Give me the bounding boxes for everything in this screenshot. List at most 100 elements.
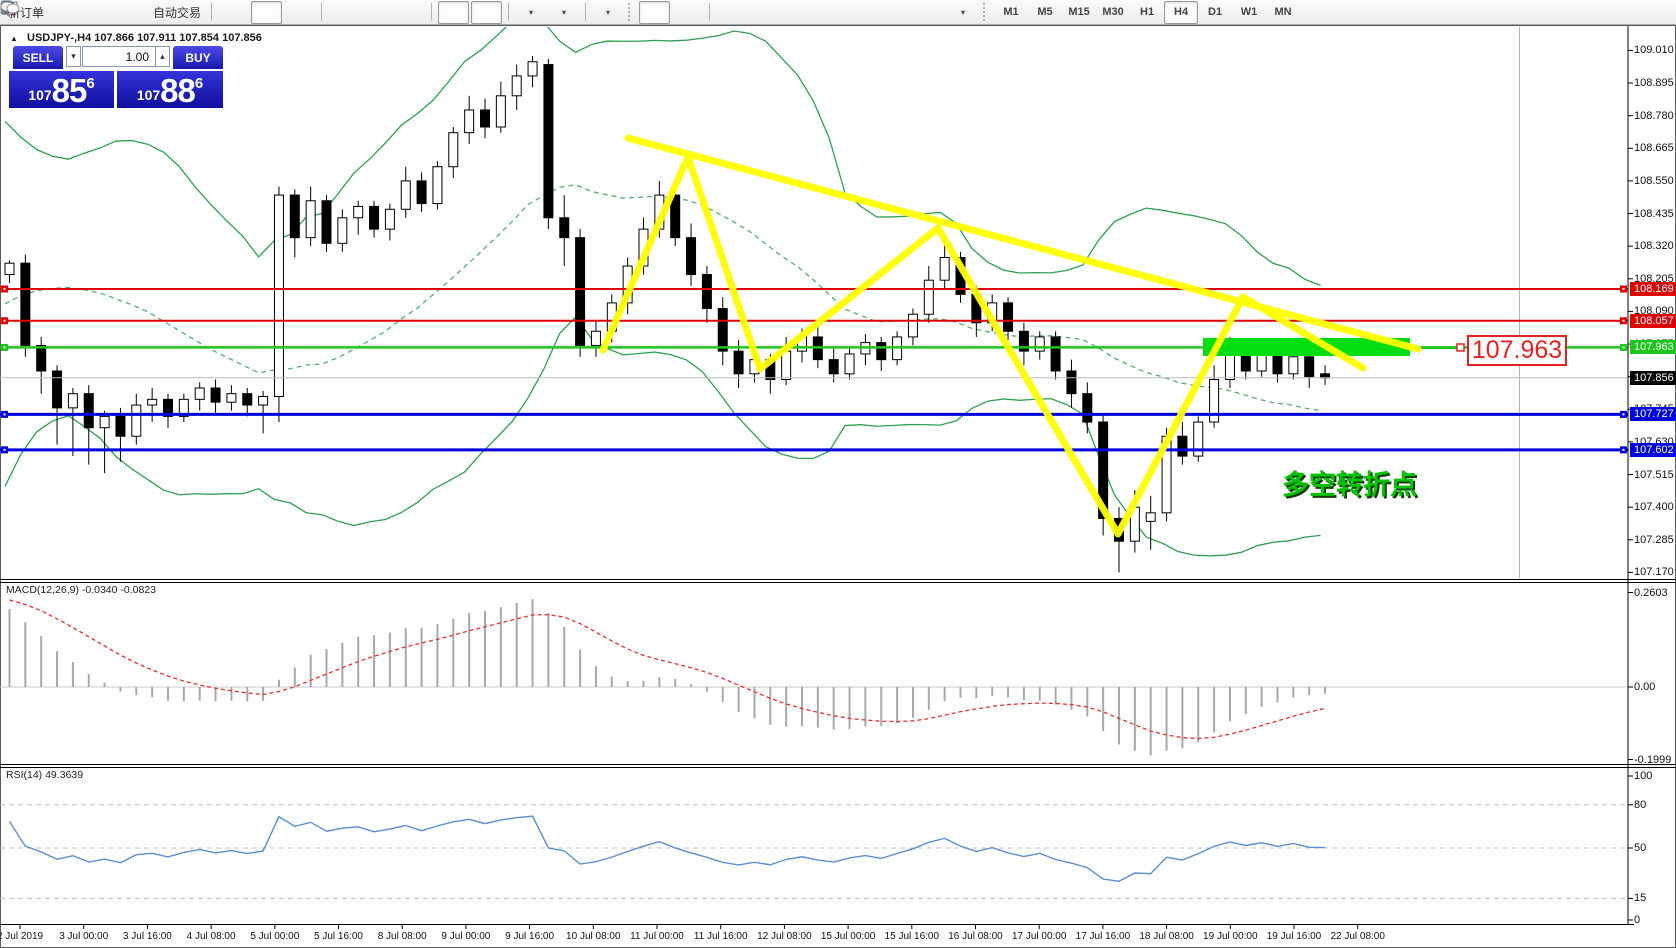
chart-title: USDJPY-,H4 107.866 107.911 107.854 107.8… xyxy=(27,32,262,44)
timeframe-H1[interactable]: H1 xyxy=(1140,6,1155,18)
candle-bear xyxy=(717,308,728,352)
candle-bull xyxy=(131,404,142,437)
callout-anchor-handle xyxy=(1456,343,1465,352)
candle-bull xyxy=(147,398,158,406)
price-tick: 109.010 xyxy=(1634,44,1674,57)
volume-decrease-button[interactable]: ▾ xyxy=(66,46,81,67)
price-marker-107.602: 107.602 xyxy=(1630,442,1676,457)
candle-bear xyxy=(1066,370,1077,395)
chat-button[interactable] xyxy=(0,1,1672,24)
line-handle-dot xyxy=(1622,448,1625,451)
time-label: 3 Jul 00:00 xyxy=(59,931,109,942)
candle-bull xyxy=(432,166,443,205)
dropdown-arrow-icon[interactable]: ▾ xyxy=(562,7,567,17)
candle-bear xyxy=(163,398,173,417)
line-handle-dot xyxy=(3,319,6,322)
timeframe-MN[interactable]: MN xyxy=(1274,6,1292,18)
candle-bull xyxy=(337,217,348,244)
timeframe-M5[interactable]: M5 xyxy=(1037,6,1053,18)
price-tick: 108.895 xyxy=(1634,77,1674,90)
time-label: 8 Jul 08:00 xyxy=(377,931,427,942)
candle-bear xyxy=(1098,421,1109,520)
macd-scale-label: -0.1999 xyxy=(1634,753,1672,766)
toolbar-separator xyxy=(585,3,587,21)
candle-bear xyxy=(1272,353,1283,375)
main-toolbar: 新订单 自动交易 ▾ ▾ xyxy=(0,0,1676,25)
timeframe-M1[interactable]: M1 xyxy=(1003,6,1019,18)
line-handle-dot xyxy=(3,346,6,349)
candle-bull xyxy=(1209,378,1220,423)
price-tick: 108.665 xyxy=(1634,142,1674,155)
candle-bear xyxy=(1003,302,1014,332)
candle-bull xyxy=(590,330,601,346)
toolbar-separator xyxy=(211,3,213,21)
time-label: 12 Jul 08:00 xyxy=(757,931,812,942)
time-label: 19 Jul 00:00 xyxy=(1203,931,1258,942)
candle-bull xyxy=(448,132,459,168)
yellow-trendline-1[interactable] xyxy=(624,134,1422,353)
candle-bear xyxy=(416,180,427,205)
candle-bear xyxy=(321,200,332,244)
line-handle-dot xyxy=(1622,287,1625,290)
candle-bull xyxy=(939,257,950,281)
candle-bull xyxy=(194,387,205,400)
price-marker-107.727: 107.727 xyxy=(1630,407,1676,422)
timeframe-M15[interactable]: M15 xyxy=(1068,6,1090,18)
line-handle-dot xyxy=(1622,413,1625,416)
candle-bull xyxy=(1256,353,1267,372)
chart-window: ▲ USDJPY-,H4 107.866 107.911 107.854 107… xyxy=(0,25,1676,948)
dropdown-arrow-icon[interactable]: ▾ xyxy=(606,7,611,17)
time-label: 4 Jul 08:00 xyxy=(186,931,236,942)
time-label: 19 Jul 16:00 xyxy=(1266,931,1322,942)
candle-bear xyxy=(559,217,570,239)
candle-bear xyxy=(20,262,31,346)
buy-price-display[interactable]: 107 88 6 xyxy=(117,71,223,108)
line-handle-dot xyxy=(1622,319,1625,322)
volume-input[interactable]: 1.00 xyxy=(82,46,156,67)
price-tick: 107.515 xyxy=(1634,468,1674,481)
price-tick: 108.205 xyxy=(1634,272,1674,285)
timeframe-D1[interactable]: D1 xyxy=(1208,6,1223,18)
candle-bear xyxy=(575,237,586,346)
price-tick: 108.550 xyxy=(1634,174,1674,187)
price-marker-107.963: 107.963 xyxy=(1630,340,1676,355)
volume-increase-button[interactable]: ▴ xyxy=(155,46,170,67)
candle-bear xyxy=(52,370,63,409)
candle-bear xyxy=(543,64,554,219)
candle-bear xyxy=(1050,336,1061,372)
timeframe-W1[interactable]: W1 xyxy=(1240,6,1258,18)
dropdown-arrow-icon[interactable]: ▾ xyxy=(529,7,534,17)
yellow-trendline-2[interactable] xyxy=(599,153,1367,538)
toolbar-separator xyxy=(321,3,323,21)
price-callout-box[interactable]: 107.963 xyxy=(1467,335,1567,366)
timeframe-M30[interactable]: M30 xyxy=(1102,6,1124,18)
line-handle-dot xyxy=(3,413,6,416)
collapse-trade-panel-icon[interactable]: ▲ xyxy=(10,34,18,43)
candle-bear xyxy=(115,415,126,437)
rsi-scale-label: 80 xyxy=(1634,798,1647,811)
rsi-scale-label: 100 xyxy=(1634,770,1653,782)
rsi-scale-label: 15 xyxy=(1634,892,1647,905)
candle-bear xyxy=(733,350,744,375)
price-tick: 107.170 xyxy=(1634,566,1674,579)
candle-bear xyxy=(701,274,712,310)
timeframe-H4[interactable]: H4 xyxy=(1164,0,1199,24)
turning-point-annotation[interactable]: 多空转折点 xyxy=(1282,470,1417,500)
candle-bear xyxy=(369,205,380,230)
buy-button[interactable]: BUY xyxy=(173,46,223,69)
dropdown-arrow-icon[interactable]: ▾ xyxy=(961,7,966,17)
rsi-scale-label: 50 xyxy=(1634,842,1647,854)
candle-bull xyxy=(1193,421,1204,457)
candle-bear xyxy=(1177,435,1188,457)
candle-bull xyxy=(273,194,284,398)
line-handle-dot xyxy=(3,287,6,290)
candle-bear xyxy=(210,387,221,403)
price-tick: 107.285 xyxy=(1634,533,1674,546)
buy-price-figure: 107 xyxy=(136,87,161,103)
candle-bear xyxy=(83,393,94,429)
sell-button[interactable]: SELL xyxy=(13,46,63,69)
green-highlight-band[interactable] xyxy=(1203,338,1410,356)
toolbar-grip xyxy=(983,3,989,21)
bollinger-upper-band xyxy=(4,27,1321,287)
sell-price-display[interactable]: 107 85 6 xyxy=(9,71,114,108)
